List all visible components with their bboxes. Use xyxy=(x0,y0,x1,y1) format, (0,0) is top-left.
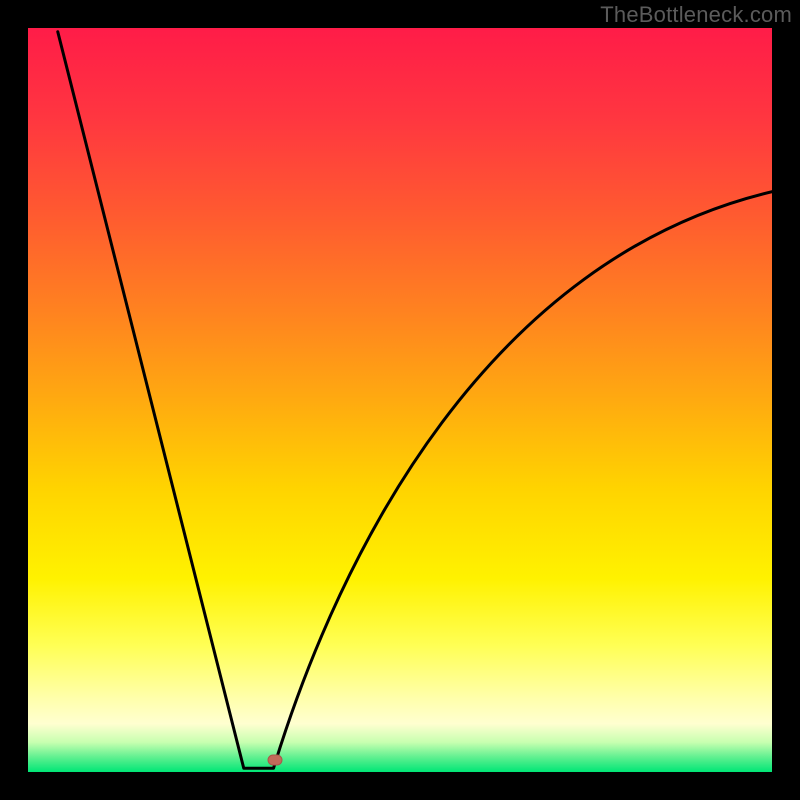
chart-frame: TheBottleneck.com xyxy=(0,0,800,800)
plot-area xyxy=(28,28,772,772)
valley-marker xyxy=(268,755,283,766)
watermark-text: TheBottleneck.com xyxy=(600,2,792,28)
bottleneck-curve xyxy=(28,28,772,772)
curve-path xyxy=(58,32,772,769)
